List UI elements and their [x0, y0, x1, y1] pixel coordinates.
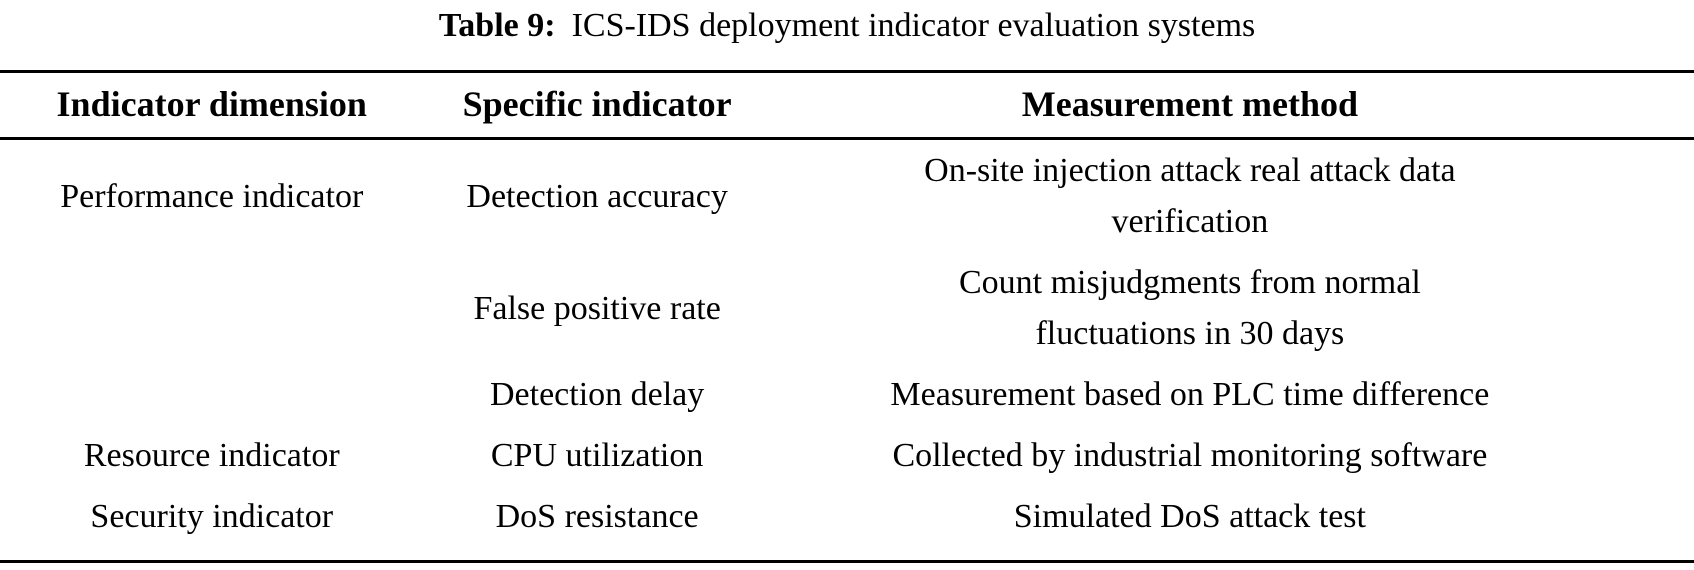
table-caption-label: Table 9: [438, 7, 556, 44]
table-caption-text: ICS-IDS deployment indicator evaluation … [571, 7, 1256, 44]
column-header-indicator-dimension: Indicator dimension [0, 71, 424, 141]
cell-method: Count misjudgments from normal fluctuati… [958, 264, 1421, 353]
cell-indicator: Detection delay [489, 376, 705, 414]
table-row: False positive rate Count misjudgments f… [0, 252, 1694, 364]
cell-indicator: False positive rate [473, 289, 721, 327]
table-row: Security indicator DoS resistance Simula… [0, 486, 1694, 562]
cell-dimension [0, 364, 424, 425]
table-row: Detection delay Measurement based on PLC… [0, 364, 1694, 425]
cell-dimension: Security indicator [90, 498, 334, 536]
table-row: Performance indicator Detection accuracy… [0, 139, 1694, 253]
cell-dimension [0, 252, 424, 364]
cell-dimension: Performance indicator [60, 177, 364, 215]
cell-dimension: Resource indicator [83, 437, 340, 475]
table-header-row: Indicator dimension Specific indicator M… [0, 71, 1694, 141]
table-row: Resource indicator CPU utilization Colle… [0, 425, 1694, 486]
cell-method: Simulated DoS attack test [1013, 498, 1366, 536]
evaluation-table: Indicator dimension Specific indicator M… [0, 70, 1694, 564]
cell-method: Collected by industrial monitoring softw… [892, 437, 1488, 475]
column-header-measurement-method: Measurement method [770, 71, 1694, 141]
cell-method: On-site injection attack real attack dat… [924, 152, 1456, 241]
cell-indicator: CPU utilization [490, 437, 704, 475]
cell-indicator: DoS resistance [495, 498, 699, 536]
cell-indicator: Detection accuracy [466, 177, 728, 215]
table-caption: Table 9: ICS-IDS deployment indicator eva… [0, 0, 1694, 70]
cell-method: Measurement based on PLC time difference [890, 376, 1490, 414]
column-header-specific-indicator: Specific indicator [423, 71, 771, 141]
